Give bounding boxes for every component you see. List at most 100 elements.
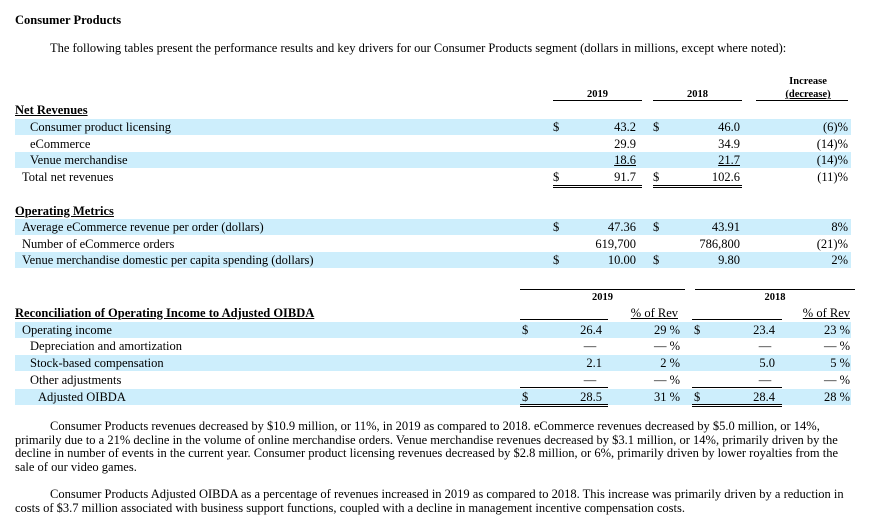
value-2019: 619,700 <box>595 237 636 251</box>
oibda-discussion-paragraph: Consumer Products Adjusted OIBDA as a pe… <box>15 487 844 515</box>
double-rule <box>692 404 782 405</box>
currency-symbol: $ <box>553 170 560 184</box>
value-change: (14)% <box>816 153 848 167</box>
value-2018: 34.9 <box>718 137 740 151</box>
header-rule <box>692 319 782 320</box>
double-rule <box>692 406 782 407</box>
value-2018: 43.91 <box>711 220 740 234</box>
pct-2019: 2 % <box>660 356 680 370</box>
value-change: (6)% <box>823 120 848 134</box>
pct-2019: — % <box>653 373 680 387</box>
subtotal-rule <box>520 387 608 388</box>
row-band <box>15 152 851 168</box>
net-revenues-heading: Net Revenues <box>15 103 88 117</box>
row-label: Total net revenues <box>22 170 114 184</box>
currency-symbol: $ <box>553 120 560 134</box>
value-2019: — <box>583 373 597 387</box>
row-band <box>15 119 851 135</box>
row-band <box>15 355 851 371</box>
value-2018: 23.4 <box>753 323 775 337</box>
section-title: Consumer Products <box>15 13 122 27</box>
value-2019: 10.00 <box>607 253 636 267</box>
row-label: Depreciation and amortization <box>30 339 183 353</box>
currency-symbol: $ <box>653 253 660 267</box>
currency-symbol: $ <box>553 253 560 267</box>
value-2019: 91.7 <box>614 170 636 184</box>
double-rule <box>553 185 642 186</box>
value-2018: — <box>758 373 772 387</box>
pct-2019: 29 % <box>653 323 680 337</box>
value-change: (11)% <box>817 170 848 184</box>
currency-symbol: $ <box>522 390 529 404</box>
col-header-pct-2019: % of Rev <box>630 306 678 320</box>
col-header-2018: 2018 <box>764 292 786 303</box>
value-2019: 29.9 <box>614 137 636 151</box>
row-band <box>15 252 851 268</box>
row-label: Adjusted OIBDA <box>38 390 126 404</box>
double-rule <box>520 404 608 405</box>
reconciliation-heading: Reconciliation of Operating Income to Ad… <box>15 306 315 320</box>
value-2018: 9.80 <box>718 253 740 267</box>
header-rule <box>756 100 848 101</box>
pct-2019: — % <box>653 339 680 353</box>
subtotal-rule <box>692 387 782 388</box>
value-2018: 102.6 <box>711 170 740 184</box>
operating-metrics-heading: Operating Metrics <box>15 204 114 218</box>
col-header-change-1: Increase <box>789 76 827 87</box>
revenue-discussion-paragraph: Consumer Products revenues decreased by … <box>15 419 839 474</box>
row-label: Venue merchandise <box>30 153 128 167</box>
value-2019: 26.4 <box>580 323 602 337</box>
value-2019: — <box>583 339 597 353</box>
col-header-2019: 2019 <box>592 292 613 303</box>
col-header-2019: 2019 <box>587 89 608 100</box>
row-label: Operating income <box>22 323 112 337</box>
pct-2018: — % <box>823 339 850 353</box>
row-band <box>15 322 851 338</box>
value-change: 8% <box>831 220 848 234</box>
currency-symbol: $ <box>694 323 701 337</box>
row-band <box>15 219 851 235</box>
col-header-change-2: (decrease) <box>785 89 831 100</box>
value-2018: 5.0 <box>759 356 775 370</box>
row-label: Stock-based compensation <box>30 356 164 370</box>
header-rule <box>653 100 742 101</box>
intro-text: The following tables present the perform… <box>50 41 787 55</box>
currency-symbol: $ <box>653 120 660 134</box>
value-2019: 2.1 <box>586 356 602 370</box>
row-label: Average eCommerce revenue per order (dol… <box>22 220 264 234</box>
row-label: Consumer product licensing <box>30 120 171 134</box>
double-rule <box>553 187 642 188</box>
pct-2018: — % <box>823 373 850 387</box>
col-header-2018: 2018 <box>687 89 708 100</box>
header-rule <box>553 100 642 101</box>
value-2019: 18.6 <box>614 153 636 167</box>
row-band <box>15 389 851 405</box>
double-rule <box>653 185 742 186</box>
value-change: 2% <box>831 253 848 267</box>
pct-2018: 28 % <box>823 390 850 404</box>
row-label: eCommerce <box>30 137 91 151</box>
value-2019: 47.36 <box>607 220 636 234</box>
row-label: Number of eCommerce orders <box>22 237 175 251</box>
value-2018: 46.0 <box>718 120 740 134</box>
value-2018: 28.4 <box>753 390 775 404</box>
row-label: Venue merchandise domestic per capita sp… <box>22 253 314 267</box>
currency-symbol: $ <box>694 390 701 404</box>
double-rule <box>520 406 608 407</box>
value-2018: 786,800 <box>699 237 740 251</box>
header-rule <box>695 289 855 290</box>
value-2018: — <box>758 339 772 353</box>
header-rule <box>520 289 685 290</box>
value-change: (14)% <box>816 137 848 151</box>
currency-symbol: $ <box>553 220 560 234</box>
pct-2018: 23 % <box>823 323 850 337</box>
pct-2018: 5 % <box>830 356 850 370</box>
currency-symbol: $ <box>653 170 660 184</box>
value-2019: 43.2 <box>614 120 636 134</box>
double-rule <box>653 187 742 188</box>
value-change: (21)% <box>816 237 848 251</box>
currency-symbol: $ <box>522 323 529 337</box>
header-rule <box>520 319 608 320</box>
value-2019: 28.5 <box>580 390 602 404</box>
value-2018: 21.7 <box>718 153 740 167</box>
